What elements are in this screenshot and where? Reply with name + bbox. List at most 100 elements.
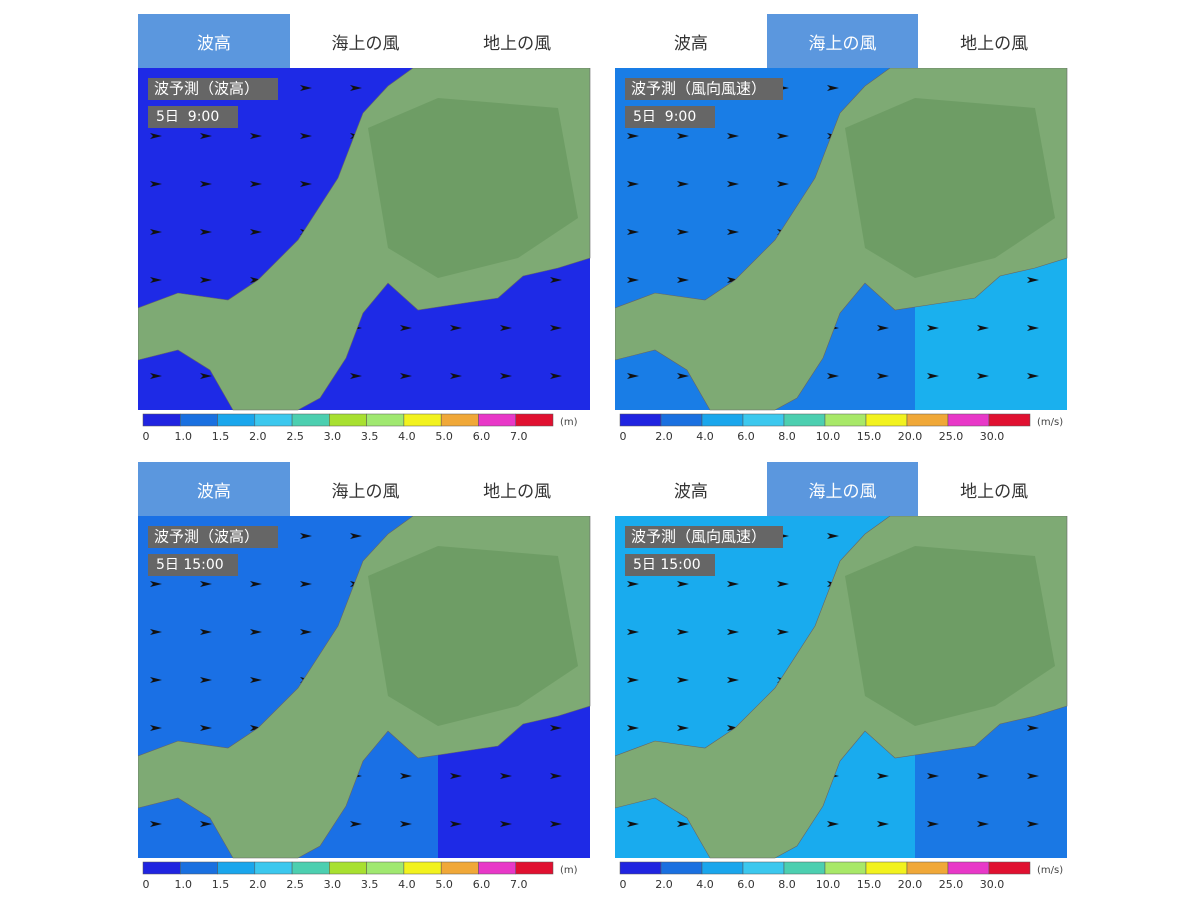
legend-swatch (180, 413, 218, 427)
title-box (148, 78, 278, 100)
legend-label: 30.0 (980, 878, 1005, 891)
legend-label: 1.0 (175, 878, 193, 891)
legend-swatch (403, 861, 442, 875)
tab[interactable]: 海上の風 (766, 462, 919, 516)
wind-arrow (200, 581, 212, 587)
wind-arrow (550, 821, 562, 827)
wind-arrow (400, 373, 412, 379)
legend-label: 4.0 (696, 430, 714, 443)
wind-arrow (150, 725, 162, 731)
legend-swatch (403, 413, 442, 427)
legend-swatch (742, 861, 785, 875)
wind-arrow (300, 85, 312, 91)
wind-arrow (627, 277, 639, 283)
tab[interactable]: 地上の風 (918, 462, 1071, 516)
wind-arrow (250, 629, 262, 635)
wind-arrow (400, 821, 412, 827)
legend-label: 0 (620, 878, 627, 891)
wind-arrow (627, 133, 639, 139)
wind-arrow (150, 677, 162, 683)
wind-arrow (350, 533, 362, 539)
legend-swatch (660, 413, 703, 427)
tab-bar: 波高 海上の風 地上の風 (615, 462, 1071, 516)
legend-label: 0 (620, 430, 627, 443)
map-title: 波予測（波高） (154, 528, 259, 546)
tab[interactable]: 地上の風 (441, 462, 594, 516)
legend-label: 8.0 (778, 430, 796, 443)
map: 波予測（風向風速） 5日 15:00 0 2.0 4.0 6.0 8.0 10.0 15.0 20… (614, 515, 1068, 891)
wind-arrow (500, 821, 512, 827)
legend-swatch (217, 413, 256, 427)
legend-label: 0 (143, 878, 150, 891)
legend-label: 3.0 (324, 878, 342, 891)
legend-swatch (478, 861, 516, 875)
tab[interactable]: 波高 (615, 462, 767, 516)
legend-label: 25.0 (939, 878, 964, 891)
wind-arrow (550, 773, 562, 779)
map-panel: 波高 海上の風 地上の風 波予測（波高） 5日 15:00 0 1.0 1.5 2.0 2.5 3.… (137, 462, 594, 902)
legend-label: 1.0 (175, 430, 193, 443)
wind-arrow (300, 181, 312, 187)
map-title: 波予測（風向風速） (631, 528, 766, 546)
tab[interactable]: 海上の風 (289, 14, 442, 68)
map-time: 5日 9:00 (156, 109, 219, 125)
tab[interactable]: 波高 (615, 14, 767, 68)
wind-arrow (927, 325, 939, 331)
legend-swatch (180, 861, 218, 875)
wind-arrow (350, 821, 362, 827)
legend-swatch (254, 413, 293, 427)
legend-swatch (515, 413, 554, 427)
wind-arrow (1027, 373, 1039, 379)
legend-swatch (865, 413, 908, 427)
legend-unit: (m) (560, 417, 578, 428)
legend-label: 25.0 (939, 430, 964, 443)
wind-arrow (777, 581, 789, 587)
legend-swatch (783, 413, 826, 427)
map-panel: 波高 海上の風 地上の風 波予測（風向風速） 5日 15:00 0 2.0 4.0 6.0 8.0… (614, 462, 1071, 902)
legend-label: 1.5 (212, 430, 230, 443)
wind-arrow (200, 629, 212, 635)
tab[interactable]: 海上の風 (289, 462, 442, 516)
time-box (625, 554, 715, 576)
legend-label: 3.5 (361, 878, 379, 891)
wind-arrow (827, 821, 839, 827)
wind-arrow (300, 629, 312, 635)
tab[interactable]: 地上の風 (441, 14, 594, 68)
tab[interactable]: 波高 (138, 14, 290, 68)
legend-label: 30.0 (980, 430, 1005, 443)
legend-swatch (701, 413, 744, 427)
legend-swatch (947, 861, 990, 875)
title-box (625, 78, 783, 100)
wind-arrow (250, 581, 262, 587)
map-panel: 波高 海上の風 地上の風 波予測（風向風速） 5日 9:00 0 2.0 4.0 6.0 8.0 1… (614, 14, 1071, 454)
map-time: 5日 9:00 (633, 109, 696, 125)
wind-arrow (977, 773, 989, 779)
tab[interactable]: 波高 (138, 462, 290, 516)
wind-arrow (550, 325, 562, 331)
wind-arrow (827, 85, 839, 91)
map-title: 波予測（波高） (154, 80, 259, 98)
land-mountain (368, 546, 578, 726)
wind-arrow (777, 133, 789, 139)
title-box (625, 526, 783, 548)
wind-arrow (827, 533, 839, 539)
wind-arrow (250, 133, 262, 139)
legend-label: 15.0 (857, 430, 882, 443)
legend-swatch (619, 413, 662, 427)
wind-arrow (150, 277, 162, 283)
map: 波予測（風向風速） 5日 9:00 0 2.0 4.0 6.0 8.0 10.0 15.0 20.… (614, 67, 1068, 443)
wind-arrow (200, 725, 212, 731)
wind-arrow (500, 773, 512, 779)
tab[interactable]: 地上の風 (918, 14, 1071, 68)
legend-swatch (366, 413, 405, 427)
wind-arrow (250, 277, 262, 283)
legend-swatch (440, 861, 479, 875)
wind-arrow (677, 277, 689, 283)
wind-arrow (300, 581, 312, 587)
legend-swatch (947, 413, 990, 427)
map: 波予測（波高） 5日 9:00 0 1.0 1.5 2.0 2.5 3.0 3.5 4.0 5.0 6… (137, 67, 591, 443)
wind-arrow (727, 629, 739, 635)
wind-arrow (200, 181, 212, 187)
tab[interactable]: 海上の風 (766, 14, 919, 68)
wind-arrow (150, 581, 162, 587)
